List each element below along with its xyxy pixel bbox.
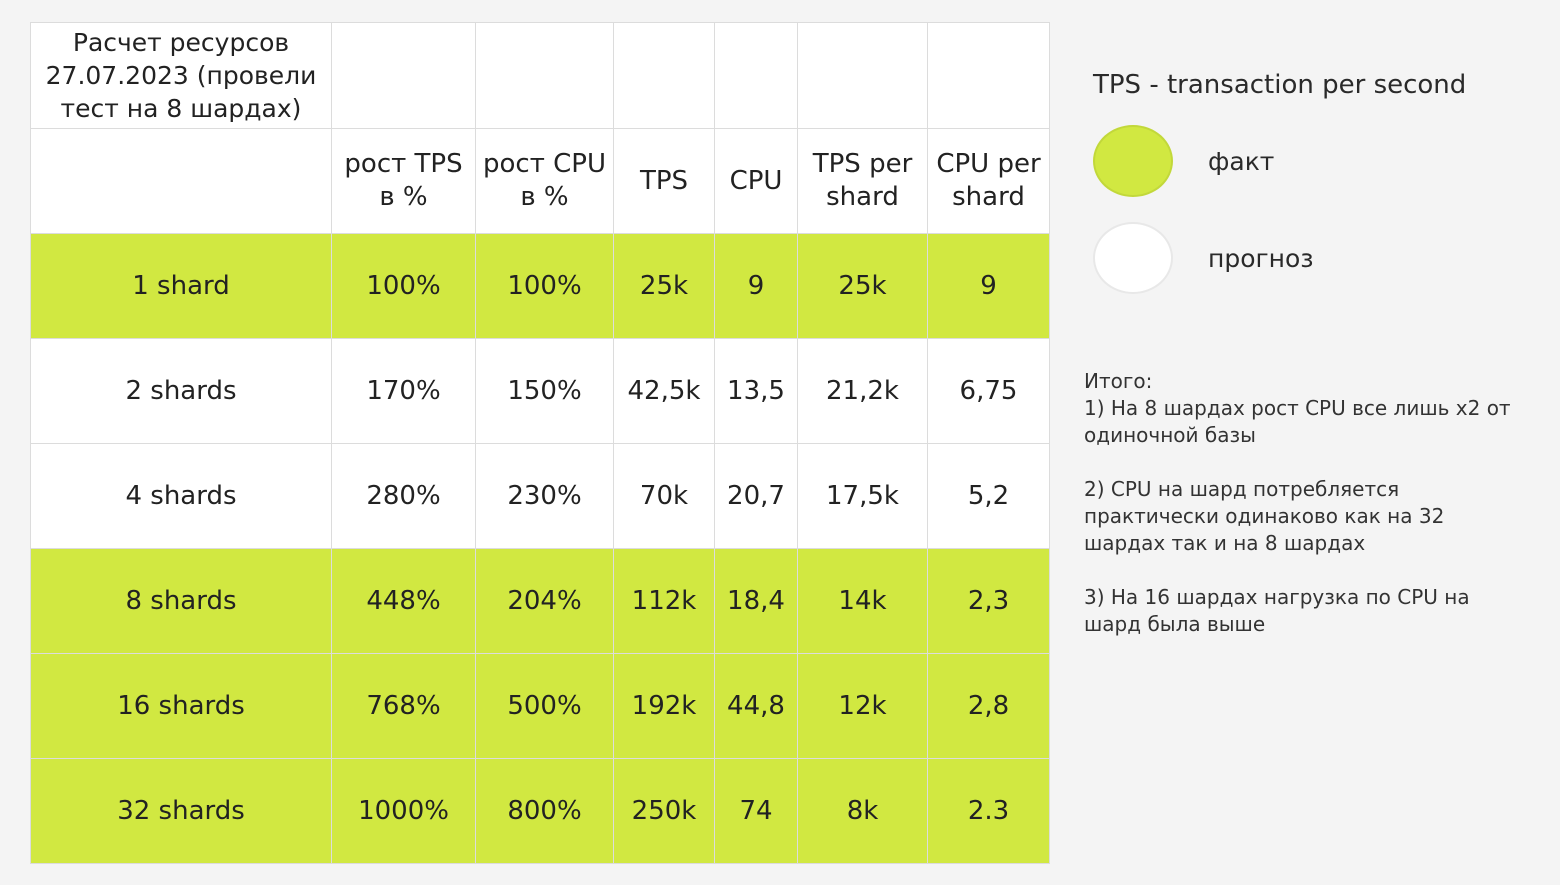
cpu-cell: 18,4 (714, 548, 798, 654)
tps-growth-cell: 100% (331, 233, 476, 339)
summary-point: 1) На 8 шардах рост CPU все лишь x2 от о… (1084, 396, 1511, 447)
tps-per-shard-cell: 21,2k (797, 338, 928, 444)
tps-cell: 112k (613, 548, 715, 654)
resource-table: Расчет ресурсов 27.07.2023 (провели тест… (30, 22, 1050, 864)
table-row: 16 shards 768% 500% 192k 44,8 12k 2,8 (30, 653, 1050, 759)
tps-per-shard-cell: 8k (797, 758, 928, 864)
title-row: Расчет ресурсов 27.07.2023 (провели тест… (30, 22, 1050, 129)
summary-title: Итого: (1084, 369, 1153, 393)
cpu-cell: 44,8 (714, 653, 798, 759)
row-label: 1 shard (30, 233, 332, 339)
table-row: 2 shards 170% 150% 42,5k 13,5 21,2k 6,75 (30, 338, 1050, 444)
cpu-cell: 9 (714, 233, 798, 339)
summary-point: 3) На 16 шардах нагрузка по CPU на шард … (1084, 585, 1470, 636)
cpu-per-shard-cell: 2,8 (927, 653, 1050, 759)
row-label: 4 shards (30, 443, 332, 549)
tps-per-shard-cell: 17,5k (797, 443, 928, 549)
tps-growth-cell: 448% (331, 548, 476, 654)
header-cell-cpu-per-shard: CPU per shard (927, 128, 1050, 234)
header-cell-cpu: CPU (714, 128, 798, 234)
empty-cell (475, 22, 614, 129)
row-label: 16 shards (30, 653, 332, 759)
header-cell-tps: TPS (613, 128, 715, 234)
row-label: 32 shards (30, 758, 332, 864)
tps-cell: 250k (613, 758, 715, 864)
summary-point: 2) CPU на шард потребляется практически … (1084, 477, 1445, 555)
cpu-growth-cell: 500% (475, 653, 614, 759)
summary-block: Итого: 1) На 8 шардах рост CPU все лишь … (1084, 368, 1524, 665)
cpu-growth-cell: 100% (475, 233, 614, 339)
cpu-per-shard-cell: 2.3 (927, 758, 1050, 864)
tps-growth-cell: 1000% (331, 758, 476, 864)
cpu-cell: 74 (714, 758, 798, 864)
tps-cell: 70k (613, 443, 715, 549)
table-row: 32 shards 1000% 800% 250k 74 8k 2.3 (30, 758, 1050, 864)
tps-cell: 192k (613, 653, 715, 759)
tps-per-shard-cell: 14k (797, 548, 928, 654)
cpu-growth-cell: 150% (475, 338, 614, 444)
empty-cell (927, 22, 1050, 129)
cpu-per-shard-cell: 6,75 (927, 338, 1050, 444)
tps-cell: 25k (613, 233, 715, 339)
fact-swatch (1093, 125, 1173, 197)
tps-per-shard-cell: 12k (797, 653, 928, 759)
tps-growth-cell: 768% (331, 653, 476, 759)
tps-cell: 42,5k (613, 338, 715, 444)
cpu-cell: 13,5 (714, 338, 798, 444)
fact-label: факт (1208, 147, 1275, 176)
cpu-per-shard-cell: 9 (927, 233, 1050, 339)
table-row: 1 shard 100% 100% 25k 9 25k 9 (30, 233, 1050, 339)
header-cell-tps-per-shard: TPS per shard (797, 128, 928, 234)
empty-cell (613, 22, 715, 129)
table-row: 8 shards 448% 204% 112k 18,4 14k 2,3 (30, 548, 1050, 654)
empty-cell (797, 22, 928, 129)
cpu-growth-cell: 800% (475, 758, 614, 864)
header-cell-label (30, 128, 332, 234)
forecast-swatch (1093, 222, 1173, 294)
header-row: рост TPS в % рост CPU в % TPS CPU TPS pe… (30, 128, 1050, 234)
empty-cell (714, 22, 798, 129)
cpu-growth-cell: 230% (475, 443, 614, 549)
forecast-label: прогноз (1208, 244, 1314, 273)
cpu-cell: 20,7 (714, 443, 798, 549)
table-row: 4 shards 280% 230% 70k 20,7 17,5k 5,2 (30, 443, 1050, 549)
header-cell-cpu-growth: рост CPU в % (475, 128, 614, 234)
header-cell-tps-growth: рост TPS в % (331, 128, 476, 234)
legend-title: TPS - transaction per second (1093, 70, 1467, 100)
row-label: 8 shards (30, 548, 332, 654)
table-title: Расчет ресурсов 27.07.2023 (провели тест… (30, 22, 332, 129)
cpu-per-shard-cell: 2,3 (927, 548, 1050, 654)
tps-growth-cell: 280% (331, 443, 476, 549)
cpu-per-shard-cell: 5,2 (927, 443, 1050, 549)
cpu-growth-cell: 204% (475, 548, 614, 654)
row-label: 2 shards (30, 338, 332, 444)
tps-growth-cell: 170% (331, 338, 476, 444)
empty-cell (331, 22, 476, 129)
tps-per-shard-cell: 25k (797, 233, 928, 339)
